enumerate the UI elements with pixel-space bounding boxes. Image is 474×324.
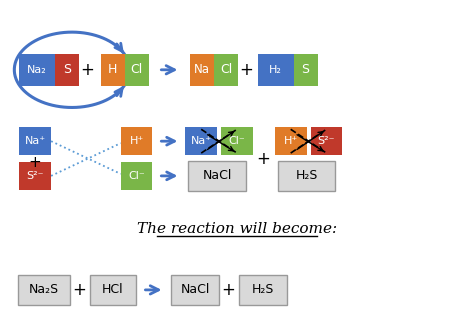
Text: +: + [239,61,253,79]
Text: HCl: HCl [102,284,124,296]
FancyBboxPatch shape [101,54,125,86]
Text: H₂: H₂ [269,65,282,75]
FancyBboxPatch shape [275,127,307,155]
Text: +: + [72,281,86,299]
Text: H⁺: H⁺ [129,136,144,146]
Text: Cl: Cl [130,63,143,76]
Text: Na₂S: Na₂S [29,284,59,296]
FancyBboxPatch shape [19,54,55,86]
FancyBboxPatch shape [19,127,51,155]
Text: S: S [63,63,71,76]
FancyBboxPatch shape [239,275,287,305]
FancyBboxPatch shape [121,162,153,190]
FancyBboxPatch shape [19,162,51,190]
FancyBboxPatch shape [121,127,153,155]
FancyBboxPatch shape [221,127,253,155]
FancyBboxPatch shape [185,127,217,155]
Text: Cl⁻: Cl⁻ [228,136,246,146]
Text: S²⁻: S²⁻ [318,136,335,146]
Text: Na: Na [194,63,210,76]
FancyBboxPatch shape [172,275,219,305]
Text: NaCl: NaCl [202,169,232,182]
Text: Na⁺: Na⁺ [25,136,46,146]
FancyBboxPatch shape [90,275,136,305]
Text: S: S [301,63,310,76]
Text: H⁺: H⁺ [283,136,298,146]
Text: +: + [256,150,270,168]
FancyBboxPatch shape [125,54,148,86]
FancyBboxPatch shape [214,54,238,86]
Text: Cl: Cl [220,63,232,76]
FancyBboxPatch shape [294,54,318,86]
Text: H₂S: H₂S [295,169,318,182]
FancyBboxPatch shape [278,161,336,191]
FancyBboxPatch shape [310,127,342,155]
Text: S²⁻: S²⁻ [27,171,44,181]
Text: +: + [221,281,235,299]
Text: Na⁺: Na⁺ [191,136,212,146]
Text: Na₂: Na₂ [27,65,47,75]
Text: Cl⁻: Cl⁻ [128,171,145,181]
Text: H₂S: H₂S [252,284,274,296]
Text: H: H [108,63,118,76]
FancyBboxPatch shape [190,54,214,86]
FancyBboxPatch shape [55,54,79,86]
FancyBboxPatch shape [188,161,246,191]
Text: +: + [80,61,94,79]
Text: +: + [29,155,42,170]
Text: The reaction will become:: The reaction will become: [137,222,337,237]
FancyBboxPatch shape [258,54,294,86]
FancyBboxPatch shape [18,275,70,305]
Text: NaCl: NaCl [181,284,210,296]
